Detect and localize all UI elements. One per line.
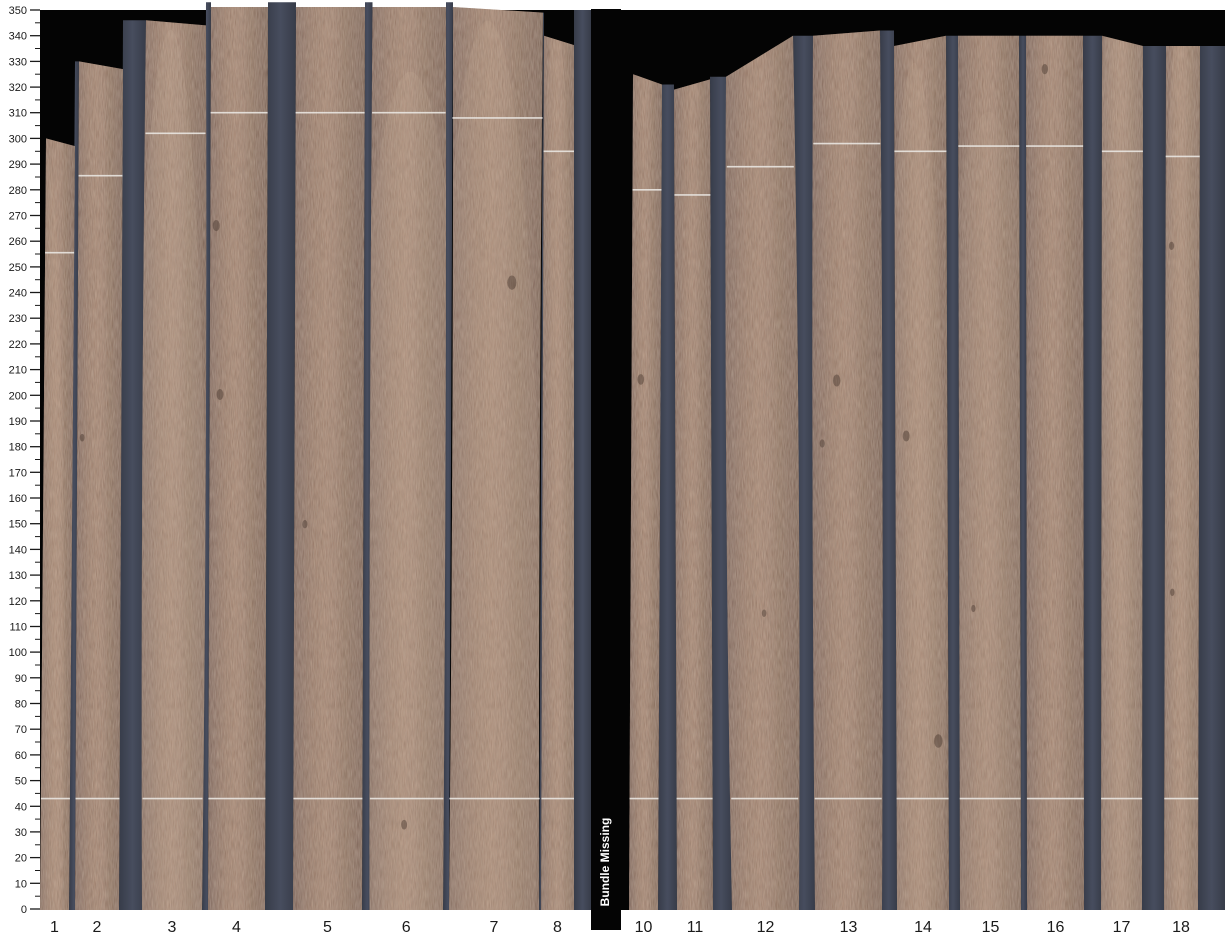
- svg-text:310: 310: [9, 108, 27, 120]
- svg-text:50: 50: [15, 776, 27, 788]
- svg-text:20: 20: [15, 853, 27, 865]
- svg-text:60: 60: [15, 750, 27, 762]
- svg-text:220: 220: [9, 339, 27, 351]
- svg-text:230: 230: [9, 313, 27, 325]
- svg-text:150: 150: [9, 519, 27, 531]
- svg-text:10: 10: [635, 919, 653, 936]
- svg-text:350: 350: [9, 5, 27, 17]
- svg-text:30: 30: [15, 827, 27, 839]
- svg-text:13: 13: [840, 919, 858, 936]
- svg-text:250: 250: [9, 262, 27, 274]
- svg-text:80: 80: [15, 699, 27, 711]
- svg-text:180: 180: [9, 442, 27, 454]
- svg-text:16: 16: [1047, 919, 1065, 936]
- svg-text:120: 120: [9, 596, 27, 608]
- svg-text:130: 130: [9, 570, 27, 582]
- svg-text:160: 160: [9, 493, 27, 505]
- svg-text:100: 100: [9, 647, 27, 659]
- svg-text:4: 4: [232, 919, 241, 936]
- svg-text:5: 5: [323, 919, 332, 936]
- svg-text:2: 2: [93, 919, 102, 936]
- svg-text:14: 14: [914, 919, 932, 936]
- svg-text:10: 10: [15, 878, 27, 890]
- svg-text:240: 240: [9, 288, 27, 300]
- svg-text:6: 6: [402, 919, 411, 936]
- svg-text:170: 170: [9, 467, 27, 479]
- svg-text:17: 17: [1113, 919, 1131, 936]
- svg-text:320: 320: [9, 82, 27, 94]
- svg-text:15: 15: [982, 919, 1000, 936]
- svg-text:300: 300: [9, 133, 27, 145]
- svg-text:190: 190: [9, 416, 27, 428]
- svg-text:70: 70: [15, 724, 27, 736]
- svg-text:11: 11: [687, 919, 704, 936]
- svg-text:Bundle Missing: Bundle Missing: [598, 818, 612, 907]
- svg-text:1: 1: [50, 919, 59, 936]
- svg-text:3: 3: [168, 919, 177, 936]
- svg-text:40: 40: [15, 801, 27, 813]
- svg-text:280: 280: [9, 185, 27, 197]
- svg-text:7: 7: [490, 919, 499, 936]
- svg-text:290: 290: [9, 159, 27, 171]
- svg-text:210: 210: [9, 365, 27, 377]
- svg-text:260: 260: [9, 236, 27, 248]
- svg-text:200: 200: [9, 390, 27, 402]
- svg-text:340: 340: [9, 31, 27, 43]
- svg-text:270: 270: [9, 211, 27, 223]
- svg-text:90: 90: [15, 673, 27, 685]
- svg-text:110: 110: [9, 622, 27, 634]
- svg-text:0: 0: [21, 904, 27, 916]
- svg-text:8: 8: [553, 919, 562, 936]
- svg-text:12: 12: [757, 919, 775, 936]
- svg-text:140: 140: [9, 544, 27, 556]
- svg-text:330: 330: [9, 56, 27, 68]
- svg-text:18: 18: [1172, 919, 1190, 936]
